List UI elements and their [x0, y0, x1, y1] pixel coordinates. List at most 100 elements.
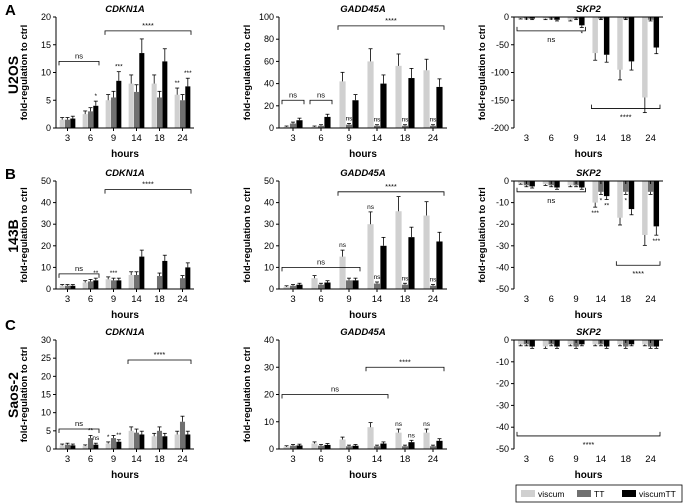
y-tick-label: 0 — [46, 444, 51, 454]
significance-label: **** — [385, 16, 397, 25]
bar-TT-6h — [317, 125, 325, 128]
y-axis-label: fold-regulation to ctrl — [477, 25, 488, 121]
y-tick-label: 0 — [504, 12, 509, 22]
chart-panel-b1: 0 10 20 30 40 50 3 6 9 14 18 24 hours fold-regulation… — [19, 168, 194, 321]
x-tick-label: 3 — [524, 294, 529, 305]
bar-viscum-18h — [617, 340, 623, 345]
x-tick-label: 6 — [88, 294, 93, 305]
bar-TT-18h — [156, 276, 163, 289]
x-tick-label: 18 — [154, 294, 165, 305]
bar-viscum-6h — [82, 282, 88, 289]
bar-TT-24h — [179, 278, 186, 289]
bar-TT-14h — [133, 274, 140, 289]
significance-mark: ns — [408, 432, 416, 439]
y-tick-label: 20 — [41, 12, 51, 22]
significance-mark: *** — [653, 238, 661, 245]
bar-viscumTT-6h — [554, 17, 560, 20]
bar-viscum-9h — [567, 17, 574, 20]
significance-label: ns — [317, 90, 325, 99]
significance-bracket — [591, 104, 661, 109]
chart-panel-a2: 0 20 40 60 80 100 3 6 9 14 18 24 hours fold-regulatio… — [242, 4, 447, 160]
bar-viscumTT-24h — [653, 181, 660, 227]
bar-viscumTT-14h — [380, 245, 387, 289]
bar-viscum-24h — [174, 94, 180, 128]
bar-viscum-14h — [367, 427, 374, 449]
bar-TT-18h — [401, 284, 409, 289]
bar-viscum-24h — [423, 215, 430, 289]
bar-viscum-3h — [59, 445, 65, 449]
chart-panel-c3: -50 -40 -30 -20 -10 0 3 6 9 14 18 24 hours SKP2 **** — [496, 327, 663, 481]
bar-TT-24h — [429, 285, 437, 289]
significance-mark: ns — [430, 117, 438, 124]
chart-panel-c2: 0 10 20 30 40 3 6 9 14 18 24 hours fold-regulation t… — [242, 327, 447, 481]
significance-label: ns — [75, 264, 83, 273]
x-axis-label: hours — [111, 149, 139, 160]
significance-bracket — [281, 99, 305, 105]
significance-bracket — [281, 394, 389, 399]
bar-viscumTT-24h — [436, 86, 443, 128]
y-tick-label: 40 — [264, 79, 274, 89]
x-axis-label: hours — [575, 149, 603, 160]
chart-panel-a3: -200 -150 -100 -50 0 3 6 9 14 18 24 hours fold-regul… — [477, 4, 663, 160]
bar-viscumTT-24h — [185, 434, 191, 449]
panel-letter-b: B — [5, 166, 16, 183]
bar-viscum-9h — [339, 256, 346, 289]
bar-TT-3h — [64, 444, 71, 449]
y-tick-label: -30 — [496, 241, 509, 251]
x-tick-label: 18 — [154, 133, 165, 144]
significance-mark: ns — [402, 275, 410, 282]
x-tick-label: 3 — [65, 294, 70, 305]
bar-viscum-24h — [423, 432, 430, 449]
bar-viscumTT-3h — [296, 120, 303, 128]
x-tick-label: 3 — [65, 133, 70, 144]
significance-bracket — [127, 359, 192, 364]
x-tick-label: 24 — [177, 454, 188, 465]
x-tick-label: 14 — [131, 454, 142, 465]
x-tick-label: 9 — [573, 294, 578, 305]
bar-viscumTT-3h — [70, 285, 76, 289]
significance-bracket — [58, 273, 100, 278]
significance-bracket — [309, 99, 333, 105]
x-tick-label: 14 — [372, 454, 383, 465]
bar-viscumTT-3h — [296, 284, 303, 289]
significance-mark: * — [107, 434, 110, 441]
bar-TT-18h — [623, 181, 629, 192]
significance-label: ns — [75, 51, 83, 60]
y-tick-label: 50 — [41, 176, 51, 186]
bar-viscumTT-14h — [139, 53, 145, 129]
legend-label-TT: TT — [594, 489, 604, 499]
significance-mark: ns — [430, 277, 438, 284]
significance-bracket — [516, 431, 661, 437]
y-axis-label: fold-regulation to ctrl — [242, 187, 253, 283]
bar-viscumTT-6h — [93, 444, 99, 449]
bar-viscum-18h — [151, 83, 157, 128]
bar-viscum-3h — [59, 119, 65, 128]
bar-viscum-18h — [395, 432, 402, 449]
bar-viscum-18h — [617, 181, 623, 218]
significance-label: ns — [547, 35, 555, 44]
chart-panel-b3: -50 -40 -30 -20 -10 0 3 6 9 14 18 24 hours fold-regul… — [477, 168, 663, 321]
row-label: 143B — [5, 219, 21, 252]
bar-TT-9h — [345, 124, 353, 128]
bar-viscumTT-18h — [628, 17, 635, 62]
significance-mark: * — [624, 197, 627, 204]
bar-viscumTT-18h — [162, 436, 168, 449]
row-label: Saos-2 — [5, 372, 21, 418]
bar-viscumTT-14h — [139, 434, 145, 449]
x-axis-label: hours — [111, 310, 139, 321]
y-axis-label: fold-regulation to ctrl — [242, 347, 253, 443]
bar-viscum-3h — [517, 181, 524, 184]
significance-mark: ns — [346, 115, 354, 122]
legend-swatch-TT — [577, 490, 591, 497]
y-tick-label: -40 — [496, 262, 509, 272]
bar-viscumTT-9h — [116, 441, 122, 449]
y-tick-label: 80 — [264, 34, 274, 44]
bar-viscumTT-18h — [408, 442, 415, 449]
bar-viscum-24h — [642, 17, 648, 98]
y-axis-label: fold-regulation to ctrl — [242, 25, 253, 121]
chart-title: CDKN1A — [105, 327, 145, 338]
bar-TT-18h — [156, 430, 163, 449]
significance-label: **** — [142, 21, 154, 30]
significance-bracket — [281, 267, 361, 272]
bar-TT-9h — [110, 438, 117, 449]
